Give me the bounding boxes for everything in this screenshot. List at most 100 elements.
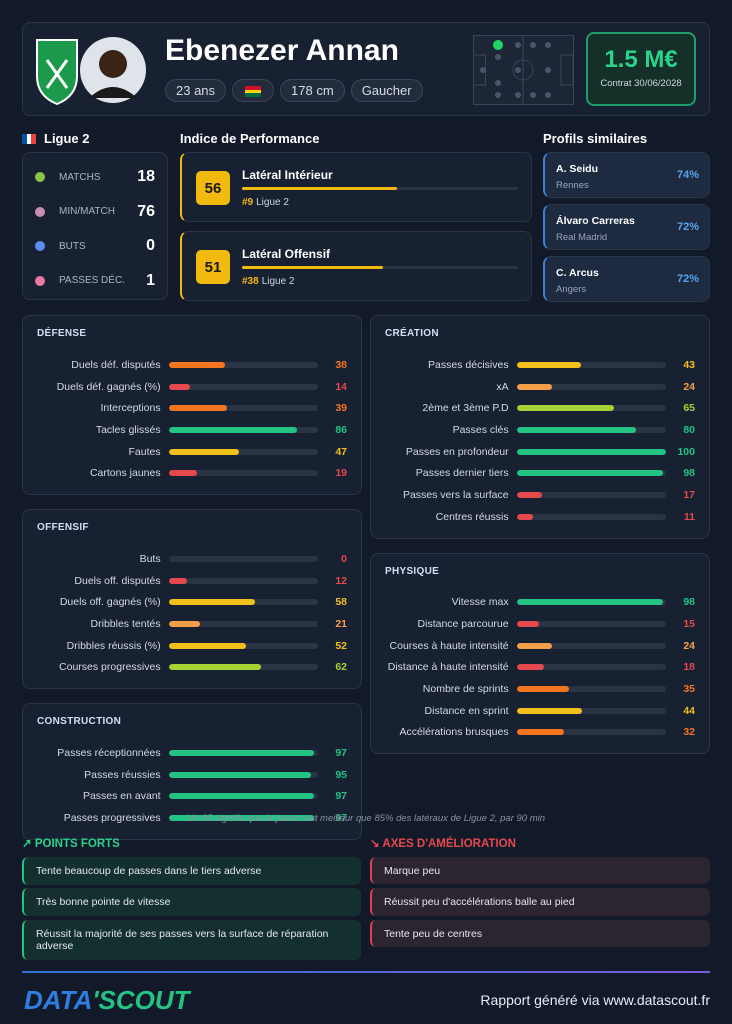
bar <box>168 664 262 671</box>
similar-club: Angers <box>556 284 587 295</box>
similar-club: Real Madrid <box>556 232 608 243</box>
row-value: 47 <box>335 445 347 458</box>
section-title: PHYSIQUE <box>385 565 440 577</box>
stat-value: 18 <box>137 168 155 185</box>
row-value: 19 <box>335 467 347 480</box>
row-label: Duels off. disputés <box>74 574 161 587</box>
stat-row: MIN/MATCH 76 <box>35 202 155 222</box>
perf-league: Ligue 2 <box>256 197 289 208</box>
row-label: Distance parcourue <box>417 618 509 631</box>
perf-bar <box>242 266 383 269</box>
row-label: Passes dernier tiers <box>415 467 509 480</box>
strength-item: Tente beaucoup de passes dans le tiers a… <box>22 857 361 885</box>
tag: 178 cm <box>280 79 345 102</box>
perf-rank-line: #38 Ligue 2 <box>242 276 295 287</box>
stat-label: MATCHS <box>59 171 101 183</box>
row-value: 21 <box>335 618 347 631</box>
row-value: 100 <box>677 445 695 458</box>
bar <box>516 599 664 606</box>
bar <box>516 426 637 433</box>
league-card: MATCHS 18 MIN/MATCH 76 BUTS 0 PASSES DÉC. 1 <box>22 152 168 300</box>
stat-row: Centres réussis 11 <box>385 506 695 528</box>
stat-row: Vitesse max 98 <box>385 592 695 614</box>
stat-row: Accélérations brusques 32 <box>385 722 695 744</box>
right-column: CRÉATION Passes décisives 43 xA 24 2ème et 3è… <box>370 315 710 755</box>
bar <box>168 383 190 390</box>
stat-row: Dribbles tentés 21 <box>37 613 347 635</box>
tags: 23 ans 178 cm Gaucher <box>165 79 429 102</box>
similar-card: C. Arcus Angers 72% <box>543 256 710 302</box>
bar <box>516 361 581 368</box>
bar <box>516 405 614 412</box>
stat-row: Duels off. gagnés (%) 58 <box>37 592 347 614</box>
stat-row: Duels déf. gagnés (%) 14 <box>37 376 347 398</box>
brand-part: DATA <box>24 985 93 1015</box>
row-value: 14 <box>335 380 347 393</box>
row-value: 95 <box>335 768 347 781</box>
similar-card: A. Seidu Rennes 74% <box>543 152 710 198</box>
perf-rank: #38 <box>242 276 259 287</box>
similar-name: C. Arcus <box>556 267 599 279</box>
market-value: 1.5 M€ <box>604 46 678 73</box>
player-name: Ebenezer Annan <box>165 34 399 67</box>
row-value: 12 <box>335 574 347 587</box>
row-label: Duels déf. gagnés (%) <box>56 380 161 393</box>
section-title: DÉFENSE <box>37 328 87 339</box>
player-photo <box>80 37 146 103</box>
bar-track <box>168 426 319 433</box>
footnote: Un 85 signifie que le joueur est meilleu… <box>186 813 546 824</box>
bar <box>168 642 247 649</box>
perf-role: Latéral Intérieur <box>242 168 333 182</box>
section-card: CRÉATION Passes décisives 43 xA 24 2ème et 3è… <box>370 315 710 539</box>
left-column: DÉFENSE Duels déf. disputés 38 Duels déf. g… <box>22 315 362 840</box>
stat-value: 0 <box>146 237 155 254</box>
stat-row: Passes clés 80 <box>385 419 695 441</box>
bar-track <box>168 642 319 649</box>
bar-track <box>516 686 667 693</box>
bar <box>168 361 226 368</box>
stat-row: Passes progressives 97 <box>37 807 347 829</box>
bar <box>516 642 553 649</box>
row-label: Passes clés <box>452 423 509 436</box>
row-label: Passes progressives <box>63 812 161 825</box>
perf-track <box>242 187 518 190</box>
row-label: Passes en profondeur <box>405 445 509 458</box>
row-label: Distance à haute intensité <box>387 661 509 674</box>
stat-row: Passes vers la surface 17 <box>385 484 695 506</box>
bar <box>516 729 565 736</box>
row-value: 52 <box>335 639 347 652</box>
stat-row: Nombre de sprints 35 <box>385 678 695 700</box>
row-label: Dribbles tentés <box>90 618 161 631</box>
stat-row: BUTS 0 <box>35 236 155 256</box>
bar-track <box>168 470 319 477</box>
row-value: 24 <box>683 380 695 393</box>
bar-track <box>516 426 667 433</box>
bar-track <box>516 470 667 477</box>
perf-card: 51 Latéral Offensif #38 Ligue 2 <box>180 231 532 301</box>
stat-icon <box>35 172 45 182</box>
divider <box>22 971 710 973</box>
stat-row: Passes décisives 43 <box>385 354 695 376</box>
stat-row: Distance à haute intensité 18 <box>385 657 695 679</box>
perf-role: Latéral Offensif <box>242 247 331 261</box>
row-label: Tacles glissés <box>95 423 161 436</box>
bar-track <box>516 405 667 412</box>
row-label: Passes vers la surface <box>402 488 509 501</box>
tag: Gaucher <box>350 79 423 102</box>
perf-score: 56 <box>196 171 230 205</box>
stat-row: Distance parcourue 15 <box>385 613 695 635</box>
row-value: 44 <box>683 704 695 717</box>
section-title: CRÉATION <box>385 328 439 339</box>
bar <box>516 664 544 671</box>
bar-track <box>516 664 667 671</box>
improvements-title-text: AXES D'AMÉLIORATION <box>382 838 516 850</box>
row-label: Courses progressives <box>59 661 161 674</box>
row-value: 35 <box>683 683 695 696</box>
bar-track <box>168 555 319 562</box>
perf-title: Indice de Performance <box>180 131 320 146</box>
bar-track <box>516 448 667 455</box>
bar-track <box>516 361 667 368</box>
section-title: CONSTRUCTION <box>37 716 122 728</box>
bar <box>168 815 314 822</box>
